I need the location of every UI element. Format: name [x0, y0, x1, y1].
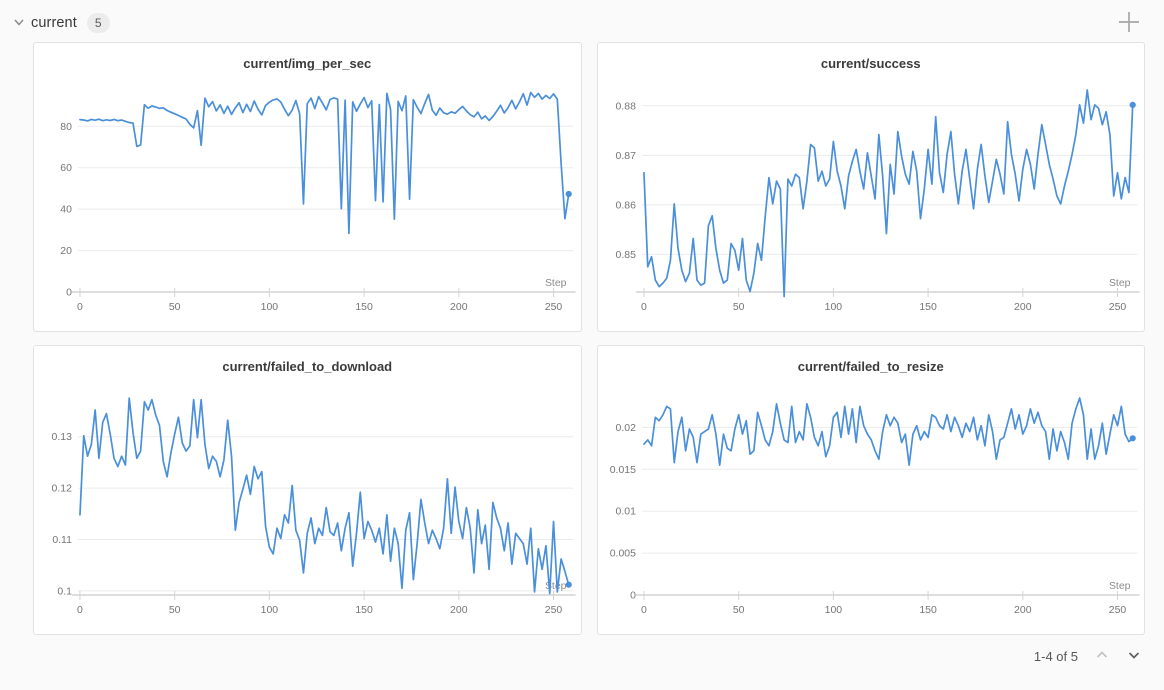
svg-text:60: 60	[60, 163, 72, 174]
svg-text:0: 0	[641, 605, 647, 616]
section-collapse-button[interactable]	[12, 15, 26, 32]
chart-title: current/img_per_sec	[243, 56, 372, 71]
chart-title: current/failed_to_download	[222, 359, 393, 374]
section-title: current	[31, 15, 77, 31]
svg-text:150: 150	[355, 605, 373, 616]
svg-text:0.015: 0.015	[609, 465, 635, 476]
pagination: 1-4 of 5	[0, 647, 1142, 666]
svg-text:0.02: 0.02	[615, 423, 636, 434]
section-header: current 5	[0, 0, 1164, 40]
svg-text:0.88: 0.88	[615, 101, 636, 112]
pagination-prev-button[interactable]	[1094, 647, 1110, 666]
svg-text:50: 50	[732, 605, 744, 616]
section-count-badge: 5	[86, 13, 110, 33]
chart-title: current/success	[820, 56, 921, 71]
svg-text:0: 0	[641, 302, 647, 313]
svg-text:50: 50	[732, 302, 744, 313]
svg-text:Step: Step	[545, 581, 567, 592]
svg-text:150: 150	[919, 302, 937, 313]
svg-text:50: 50	[169, 302, 181, 313]
svg-text:50: 50	[169, 605, 181, 616]
add-panel-button[interactable]	[1116, 9, 1142, 38]
svg-text:80: 80	[60, 122, 72, 133]
chart-canvas[interactable]: 0 20 40 60 80 0 50 100 150 200 250 Step	[34, 80, 581, 330]
svg-text:0.86: 0.86	[615, 200, 636, 211]
chevron-up-icon	[1094, 647, 1110, 666]
svg-text:150: 150	[355, 302, 373, 313]
svg-text:0: 0	[630, 590, 636, 601]
svg-text:0.87: 0.87	[615, 151, 636, 162]
chart-panel-img-per-sec[interactable]: current/img_per_sec 0 20 40 60 80 0 50 100 150 20…	[33, 42, 582, 332]
svg-text:0: 0	[77, 605, 83, 616]
panel-grid: current/img_per_sec 0 20 40 60 80 0 50 100 150 20…	[33, 42, 1145, 635]
svg-text:40: 40	[60, 205, 72, 216]
chart-panel-success[interactable]: current/success 0.85 0.86 0.87 0.88 0 50 100 15…	[596, 42, 1145, 332]
pagination-label: 1-4 of 5	[1033, 649, 1078, 664]
svg-text:250: 250	[1108, 605, 1126, 616]
svg-text:0: 0	[77, 302, 83, 313]
svg-text:Step: Step	[1108, 278, 1130, 289]
svg-text:100: 100	[261, 605, 279, 616]
chevron-down-icon	[12, 15, 26, 32]
svg-text:200: 200	[450, 302, 468, 313]
svg-text:0.005: 0.005	[609, 549, 635, 560]
svg-text:100: 100	[824, 605, 842, 616]
svg-text:0.01: 0.01	[615, 507, 636, 518]
svg-text:250: 250	[1108, 302, 1126, 313]
svg-text:200: 200	[1014, 302, 1032, 313]
svg-text:200: 200	[1014, 605, 1032, 616]
svg-text:250: 250	[545, 605, 563, 616]
chart-panel-failed-to-resize[interactable]: current/failed_to_resize 0 0.005 0.01 0.015…	[596, 345, 1145, 635]
svg-text:0.85: 0.85	[615, 250, 636, 261]
svg-text:20: 20	[60, 246, 72, 257]
chart-canvas[interactable]: 0 0.005 0.01 0.015 0.02 0 50 100 150 200 250 Step	[598, 383, 1145, 633]
chevron-down-icon	[1126, 647, 1142, 666]
chart-title: current/failed_to_resize	[797, 359, 944, 374]
svg-text:150: 150	[919, 605, 937, 616]
plus-icon	[1116, 9, 1142, 38]
svg-text:250: 250	[545, 302, 563, 313]
chart-panel-failed-to-download[interactable]: current/failed_to_download 0.1 0.11 0.12 0.…	[33, 345, 582, 635]
panel-section: current 5 current/img_per_sec 0 20 40 60 80 0…	[0, 0, 1164, 666]
pagination-next-button[interactable]	[1126, 647, 1142, 666]
svg-text:100: 100	[824, 302, 842, 313]
chart-canvas[interactable]: 0.85 0.86 0.87 0.88 0 50 100 150 200 250 Step	[598, 80, 1145, 330]
svg-text:200: 200	[450, 605, 468, 616]
svg-text:0.12: 0.12	[52, 484, 73, 495]
svg-text:0.11: 0.11	[52, 535, 72, 546]
svg-text:0.1: 0.1	[57, 586, 72, 597]
svg-text:Step: Step	[545, 278, 567, 289]
svg-text:Step: Step	[1108, 581, 1130, 592]
svg-text:0: 0	[66, 287, 72, 298]
svg-text:0.13: 0.13	[52, 432, 73, 443]
chart-canvas[interactable]: 0.1 0.11 0.12 0.13 0 50 100 150 200 250 Step	[34, 383, 581, 633]
svg-text:100: 100	[261, 302, 279, 313]
